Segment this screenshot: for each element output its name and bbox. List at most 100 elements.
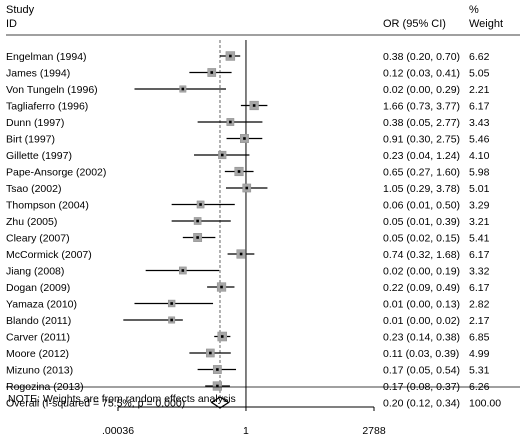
point-estimate xyxy=(170,318,173,322)
point-estimate xyxy=(220,335,224,338)
point-estimate xyxy=(237,170,241,173)
or-ci-value: 0.91 (0.30, 2.75) xyxy=(383,134,460,146)
weight-value: 3.32 xyxy=(469,266,490,278)
weight-value: 5.31 xyxy=(469,365,490,377)
weight-value: 2.17 xyxy=(469,315,490,327)
weight-value: 4.99 xyxy=(469,348,490,360)
weight-value: 5.98 xyxy=(469,167,490,179)
or-ci-value: 0.74 (0.32, 1.68) xyxy=(383,249,460,261)
point-estimate xyxy=(229,54,232,58)
weights-note: NOTE: Weights are from random effects an… xyxy=(8,393,236,405)
study-label: McCormick (2007) xyxy=(6,249,92,261)
study-label: Mizuno (2013) xyxy=(6,365,73,377)
study-row: Pape-Ansorge (2002) 0.65 (0.27, 1.60) 5.98 xyxy=(6,167,490,179)
point-estimate xyxy=(216,384,219,388)
point-estimate xyxy=(181,87,185,91)
point-estimate xyxy=(216,368,219,371)
or-ci-value: 0.01 (0.00, 0.13) xyxy=(383,299,460,311)
overall-weight: 100.00 xyxy=(469,398,501,410)
overall-or-ci: 0.20 (0.12, 0.34) xyxy=(383,398,460,410)
weight-value: 5.01 xyxy=(469,183,490,195)
study-row: Birt (1997) 0.91 (0.30, 2.75) 5.46 xyxy=(6,134,490,146)
study-label: James (1994) xyxy=(6,68,70,80)
weight-value: 2.82 xyxy=(469,299,490,311)
or-ci-value: 0.12 (0.03, 0.41) xyxy=(383,68,460,80)
study-rows: Engelman (1994) 0.38 (0.20, 0.70) 6.62 Jame… xyxy=(6,51,490,393)
study-label: Tsao (2002) xyxy=(6,183,61,195)
study-row: McCormick (2007) 0.74 (0.32, 1.68) 6.17 xyxy=(6,249,490,261)
point-estimate xyxy=(170,302,173,305)
point-estimate xyxy=(196,219,199,223)
weight-value: 5.05 xyxy=(469,68,490,80)
study-row: Dogan (2009) 0.22 (0.09, 0.49) 6.17 xyxy=(6,282,490,294)
point-estimate xyxy=(209,351,212,355)
point-estimate xyxy=(196,236,199,239)
weight-value: 3.43 xyxy=(469,117,490,129)
or-ci-value: 1.05 (0.29, 3.78) xyxy=(383,183,460,195)
study-row: Moore (2012) 0.11 (0.03, 0.39) 4.99 xyxy=(6,348,490,360)
header-or-ci: OR (95% CI) xyxy=(383,18,446,30)
point-estimate xyxy=(199,203,202,206)
point-estimate xyxy=(220,153,224,157)
weight-value: 2.21 xyxy=(469,84,490,96)
study-label: Von Tungeln (1996) xyxy=(6,84,98,96)
x-tick-label: 2788 xyxy=(362,425,386,437)
weight-value: 6.85 xyxy=(469,332,490,344)
study-label: Engelman (1994) xyxy=(6,51,87,63)
weight-value: 4.10 xyxy=(469,150,490,162)
point-estimate xyxy=(181,269,185,272)
x-axis: .00036 1 2788 xyxy=(102,406,386,437)
weight-value: 6.17 xyxy=(469,249,490,261)
study-label: Gillette (1997) xyxy=(6,150,72,162)
study-row: Von Tungeln (1996) 0.02 (0.00, 0.29) 2.21 xyxy=(6,84,490,96)
study-row: Engelman (1994) 0.38 (0.20, 0.70) 6.62 xyxy=(6,51,490,63)
point-estimate xyxy=(220,285,223,289)
study-row: James (1994) 0.12 (0.03, 0.41) 5.05 xyxy=(6,68,490,80)
study-row: Tagliaferro (1996) 1.66 (0.73, 3.77) 6.17 xyxy=(6,101,490,113)
study-row: Cleary (2007) 0.05 (0.02, 0.15) 5.41 xyxy=(6,233,490,245)
or-ci-value: 0.38 (0.20, 0.70) xyxy=(383,51,460,63)
study-label: Cleary (2007) xyxy=(6,233,70,245)
point-estimate xyxy=(210,71,214,74)
overall-diamond xyxy=(210,396,230,409)
study-row: Carver (2011) 0.23 (0.14, 0.38) 6.85 xyxy=(6,332,490,344)
point-estimate xyxy=(239,252,243,256)
study-label: Tagliaferro (1996) xyxy=(6,101,88,113)
point-estimate xyxy=(229,120,232,124)
study-label: Dogan (2009) xyxy=(6,282,70,294)
weight-value: 6.17 xyxy=(469,101,490,113)
study-label: Jiang (2008) xyxy=(6,266,64,278)
or-ci-value: 0.38 (0.05, 2.77) xyxy=(383,117,460,129)
header-weight: Weight xyxy=(469,18,503,30)
x-tick-label: 1 xyxy=(243,425,249,437)
or-ci-value: 0.11 (0.03, 0.39) xyxy=(383,348,459,360)
study-row: Blando (2011) 0.01 (0.00, 0.02) 2.17 xyxy=(6,315,490,327)
study-label: Moore (2012) xyxy=(6,348,69,360)
study-row: Zhu (2005) 0.05 (0.01, 0.39) 3.21 xyxy=(6,216,490,228)
or-ci-value: 0.02 (0.00, 0.29) xyxy=(383,84,460,96)
weight-value: 3.21 xyxy=(469,216,490,228)
header-study: Study xyxy=(6,4,35,16)
study-label: Zhu (2005) xyxy=(6,216,57,228)
or-ci-value: 0.01 (0.00, 0.02) xyxy=(383,315,460,327)
or-ci-value: 0.05 (0.02, 0.15) xyxy=(383,233,460,245)
study-label: Dunn (1997) xyxy=(6,117,64,129)
study-row: Yamaza (2010) 0.01 (0.00, 0.13) 2.82 xyxy=(6,299,490,311)
x-tick-label: .00036 xyxy=(102,425,134,437)
or-ci-value: 0.17 (0.05, 0.54) xyxy=(383,365,460,377)
header-id: ID xyxy=(6,18,17,30)
study-label: Thompson (2004) xyxy=(6,200,89,212)
study-row: Gillette (1997) 0.23 (0.04, 1.24) 4.10 xyxy=(6,150,490,162)
study-label: Pape-Ansorge (2002) xyxy=(6,167,106,179)
or-ci-value: 0.23 (0.14, 0.38) xyxy=(383,332,460,344)
study-label: Carver (2011) xyxy=(6,332,70,344)
study-row: Jiang (2008) 0.02 (0.00, 0.19) 3.32 xyxy=(6,266,490,278)
or-ci-value: 1.66 (0.73, 3.77) xyxy=(383,101,460,113)
study-row: Tsao (2002) 1.05 (0.29, 3.78) 5.01 xyxy=(6,183,490,195)
or-ci-value: 0.22 (0.09, 0.49) xyxy=(383,282,460,294)
or-ci-value: 0.05 (0.01, 0.39) xyxy=(383,216,460,228)
weight-value: 5.41 xyxy=(469,233,490,245)
study-label: Birt (1997) xyxy=(6,134,55,146)
point-estimate xyxy=(243,137,246,140)
